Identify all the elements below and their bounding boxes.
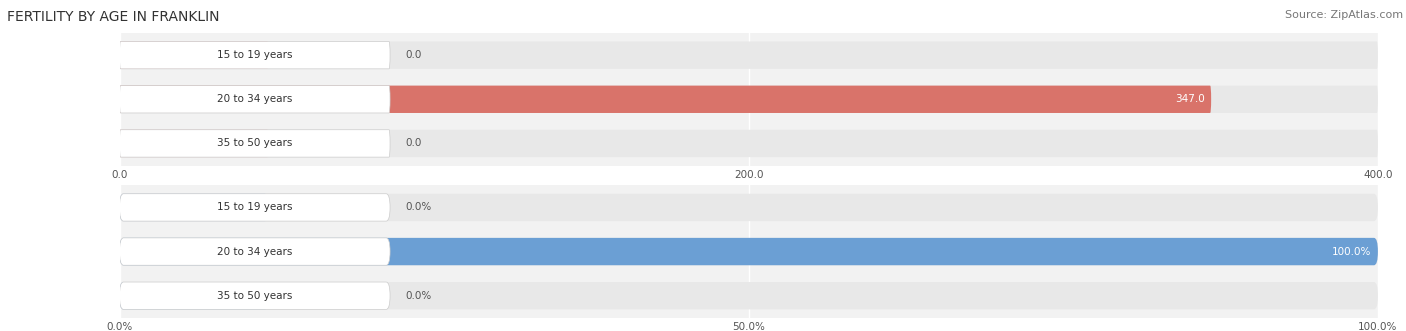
FancyBboxPatch shape <box>120 194 1378 221</box>
Text: 20 to 34 years: 20 to 34 years <box>217 94 292 104</box>
FancyBboxPatch shape <box>120 238 1378 265</box>
FancyBboxPatch shape <box>120 41 1378 69</box>
FancyBboxPatch shape <box>120 282 389 309</box>
Text: 0.0: 0.0 <box>405 50 422 60</box>
Text: 35 to 50 years: 35 to 50 years <box>217 138 292 148</box>
FancyBboxPatch shape <box>120 194 269 221</box>
FancyBboxPatch shape <box>120 238 389 265</box>
Text: FERTILITY BY AGE IN FRANKLIN: FERTILITY BY AGE IN FRANKLIN <box>7 10 219 24</box>
Text: 100.0%: 100.0% <box>1333 247 1372 257</box>
Text: 347.0: 347.0 <box>1175 94 1205 104</box>
Text: 0.0: 0.0 <box>405 138 422 148</box>
FancyBboxPatch shape <box>120 282 269 309</box>
FancyBboxPatch shape <box>120 86 1378 113</box>
FancyBboxPatch shape <box>120 41 269 69</box>
FancyBboxPatch shape <box>120 130 269 157</box>
Text: 0.0%: 0.0% <box>405 203 432 213</box>
Text: Source: ZipAtlas.com: Source: ZipAtlas.com <box>1285 10 1403 20</box>
FancyBboxPatch shape <box>120 194 389 221</box>
FancyBboxPatch shape <box>120 41 389 69</box>
Text: 0.0%: 0.0% <box>405 291 432 301</box>
FancyBboxPatch shape <box>120 86 1211 113</box>
FancyBboxPatch shape <box>120 86 389 113</box>
FancyBboxPatch shape <box>120 238 1378 265</box>
FancyBboxPatch shape <box>120 282 1378 309</box>
FancyBboxPatch shape <box>120 130 1378 157</box>
Text: 20 to 34 years: 20 to 34 years <box>217 247 292 257</box>
Text: 15 to 19 years: 15 to 19 years <box>217 50 292 60</box>
Text: 15 to 19 years: 15 to 19 years <box>217 203 292 213</box>
Text: 35 to 50 years: 35 to 50 years <box>217 291 292 301</box>
FancyBboxPatch shape <box>120 130 389 157</box>
